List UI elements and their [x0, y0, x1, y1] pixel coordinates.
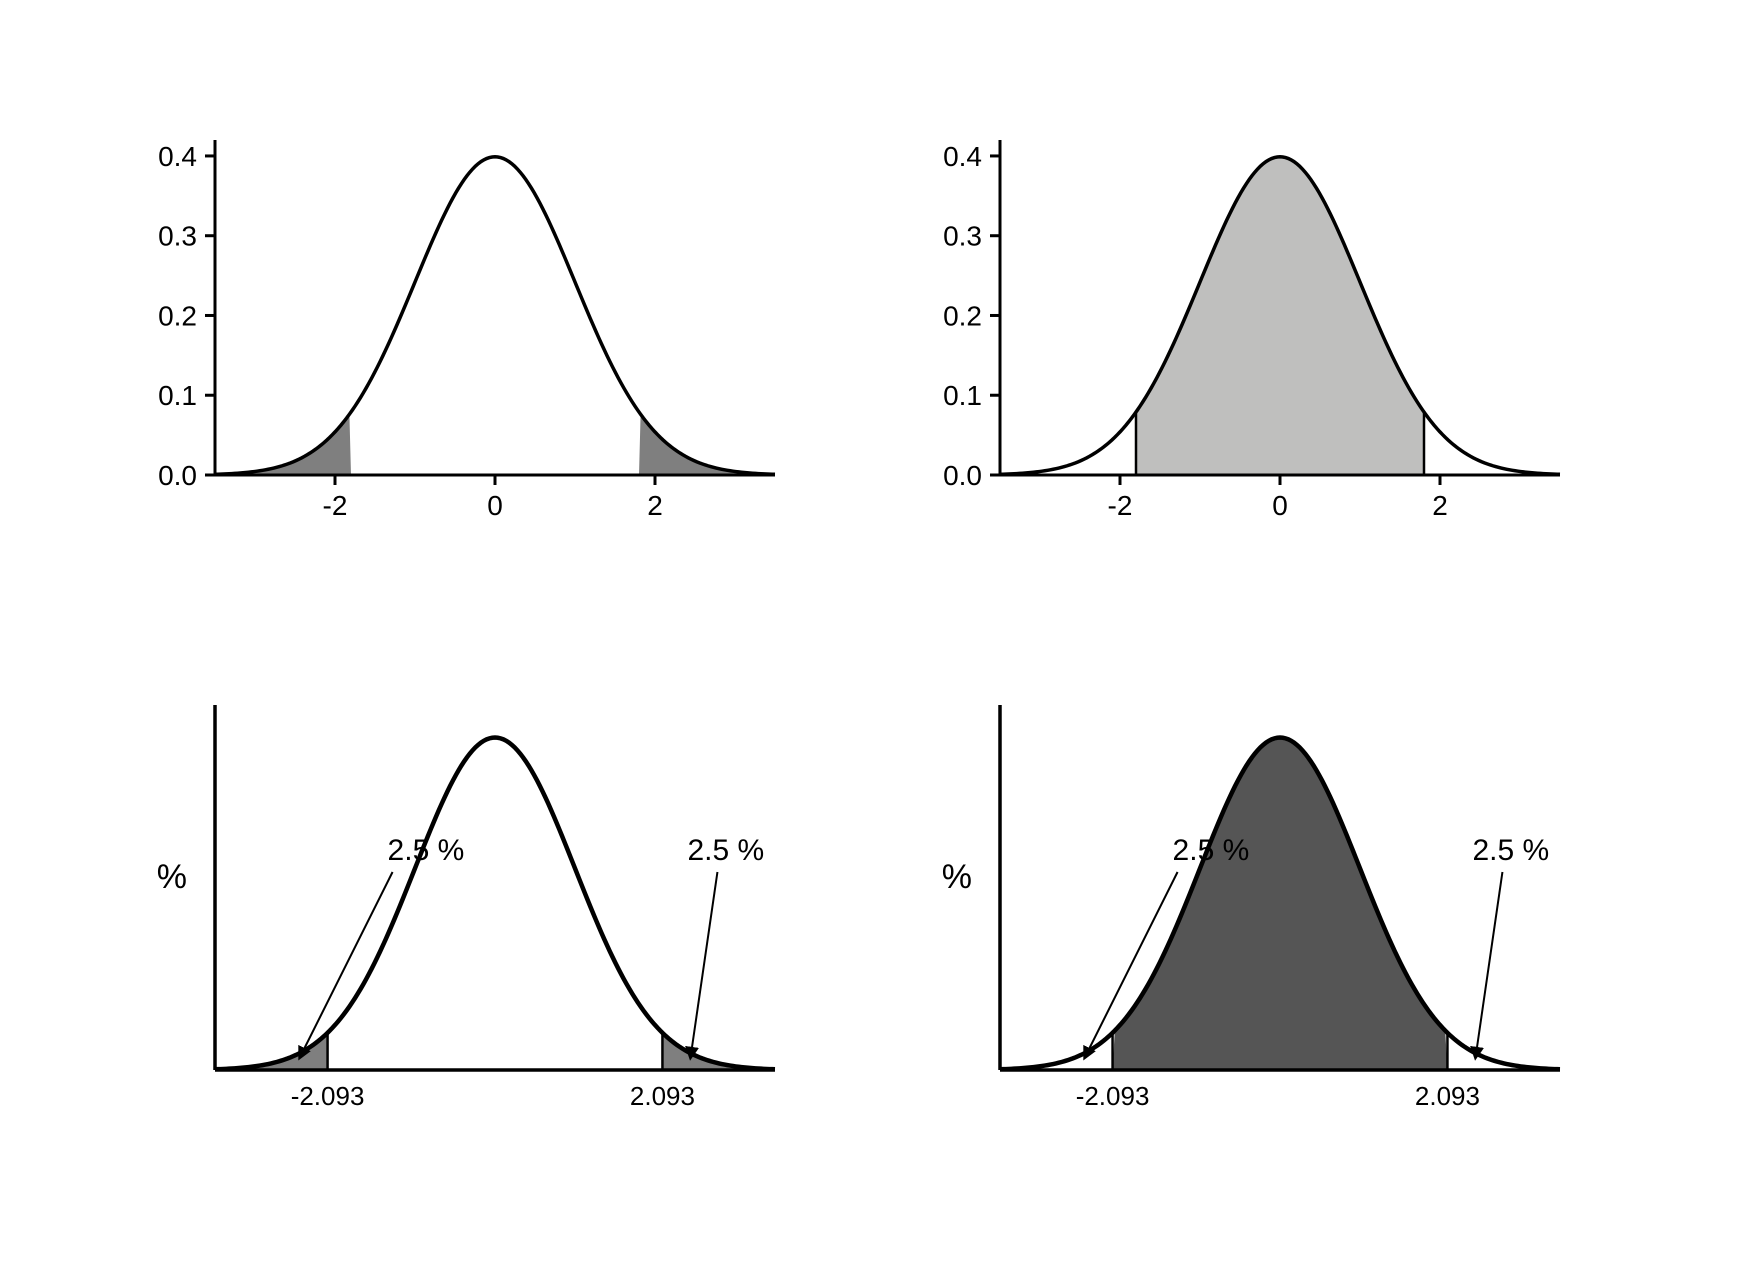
center-fill [1136, 157, 1424, 475]
y-tick-label: 0.2 [158, 300, 197, 331]
x-label-left: -2.093 [1076, 1081, 1150, 1111]
y-tick-label: 0.4 [943, 141, 982, 172]
x-tick-label: -2 [323, 490, 348, 521]
y-tick-label: 0.0 [158, 460, 197, 491]
center-fill [1113, 738, 1448, 1070]
left-arrow [300, 872, 393, 1058]
left-tail-annotation: 2.5 % [388, 834, 465, 867]
y-tick-label: 0.1 [158, 380, 197, 411]
density-curve [215, 157, 775, 475]
top_right: -2 0 2 0.0 0.1 0.2 0.3 0.4 [943, 140, 1560, 521]
bottom_right: % -2.093 2.093 2.5 % 2.5 % [942, 705, 1560, 1111]
x-tick-label: 2 [647, 490, 663, 521]
y-axis-label: % [942, 858, 972, 896]
density-curve [215, 738, 775, 1070]
bottom_left: % -2.093 2.093 2.5 % 2.5 % [157, 705, 775, 1111]
y-tick-label: 0.3 [158, 221, 197, 252]
y-tick-label: 0.3 [943, 221, 982, 252]
top_left: -2 0 2 0.0 0.1 0.2 0.3 0.4 [158, 140, 775, 521]
y-axis-label: % [157, 858, 187, 896]
x-tick-label: 0 [487, 490, 503, 521]
right-arrow [690, 872, 717, 1058]
left-tail-annotation: 2.5 % [1173, 834, 1250, 867]
y-tick-label: 0.1 [943, 380, 982, 411]
y-tick-label: 0.2 [943, 300, 982, 331]
x-label-left: -2.093 [291, 1081, 365, 1111]
distribution-figure: -2 0 2 0.0 0.1 0.2 0.3 0.4 -2 0 2 0.0 0.1 0.2 0.3 0.4% -… [0, 0, 1761, 1280]
right-tail-annotation: 2.5 % [687, 834, 764, 867]
x-label-right: 2.093 [630, 1081, 695, 1111]
x-label-right: 2.093 [1415, 1081, 1480, 1111]
y-tick-label: 0.0 [943, 460, 982, 491]
right-tail-annotation: 2.5 % [1472, 834, 1549, 867]
y-tick-label: 0.4 [158, 141, 197, 172]
right-arrow [1475, 872, 1502, 1058]
x-tick-label: 0 [1272, 490, 1288, 521]
x-tick-label: -2 [1108, 490, 1133, 521]
x-tick-label: 2 [1432, 490, 1448, 521]
